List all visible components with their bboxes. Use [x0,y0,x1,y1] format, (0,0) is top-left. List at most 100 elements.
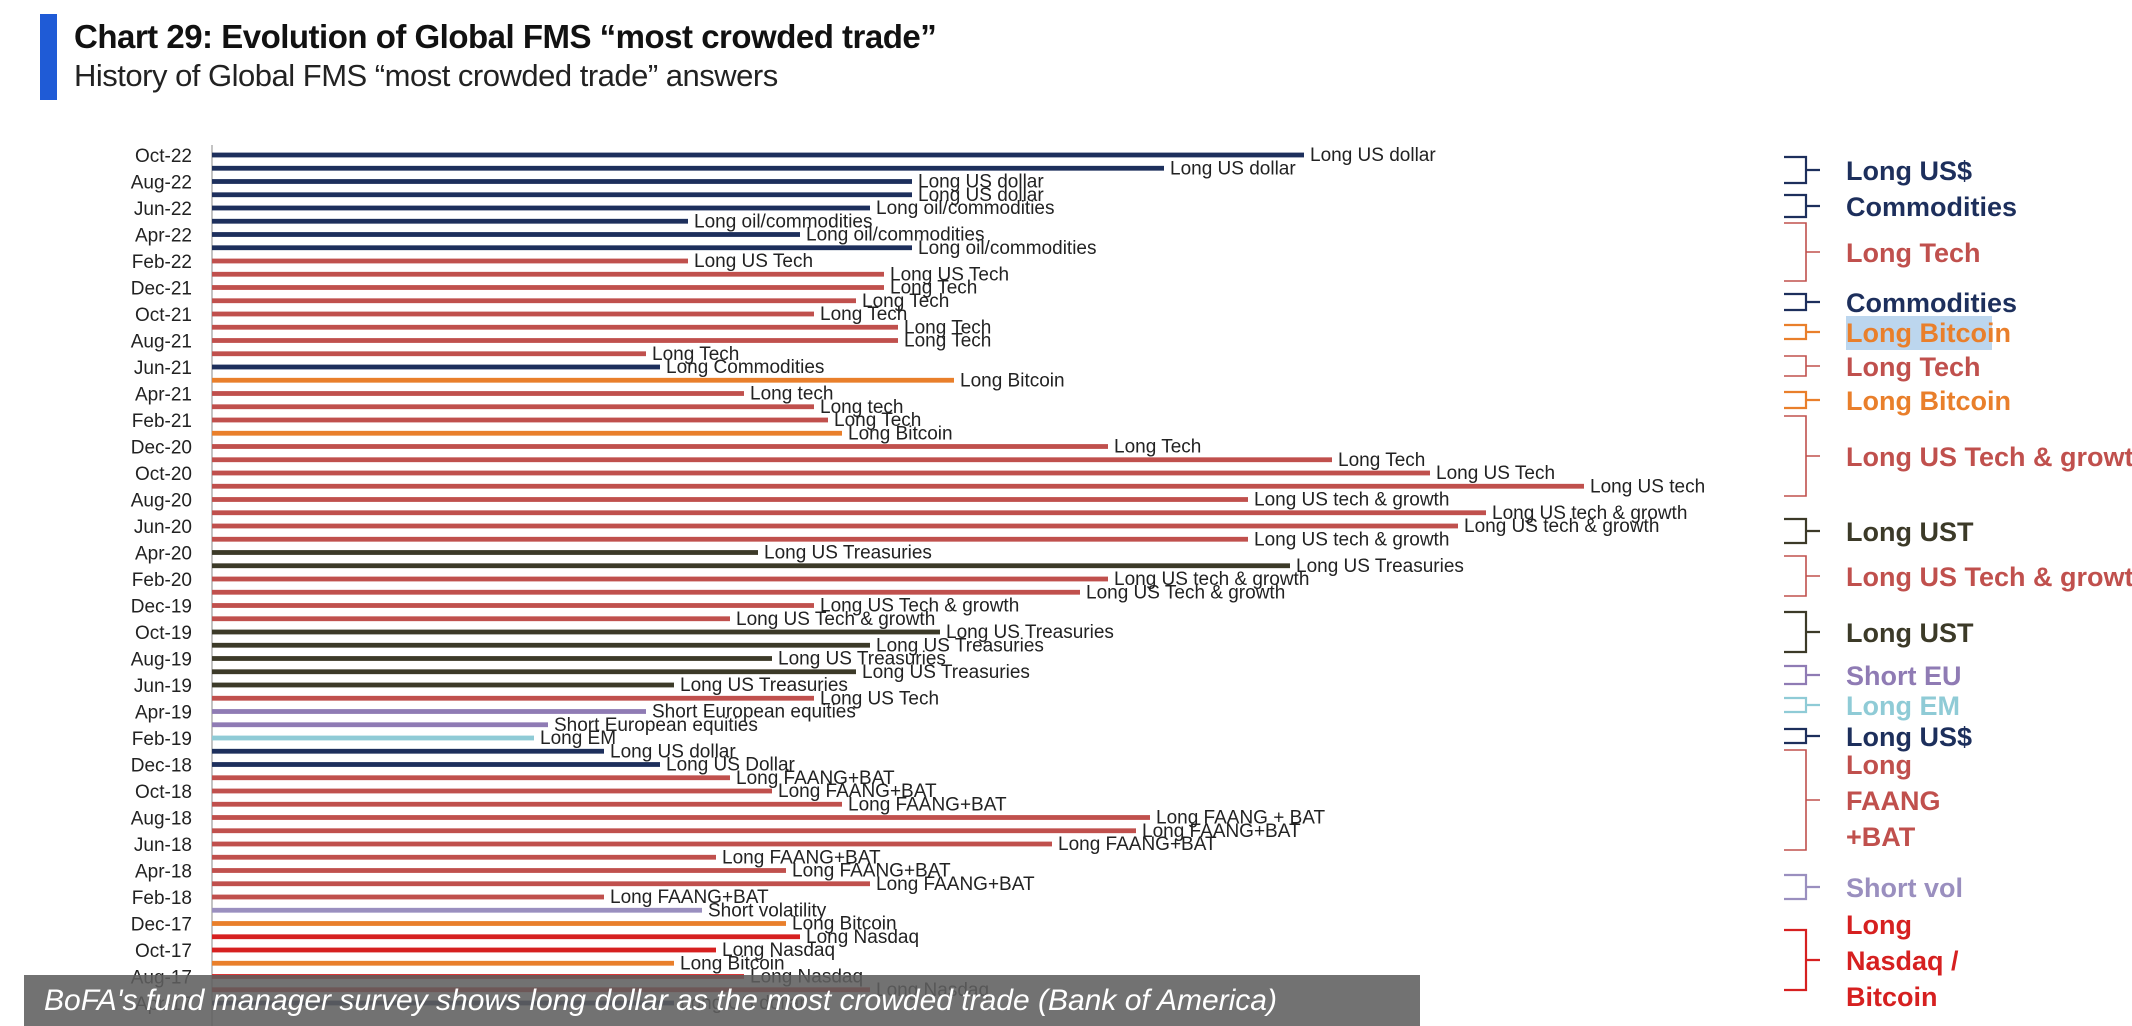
bar-label: Long US Treasuries [1296,556,1464,577]
bracket [1784,664,1820,686]
bracket [1784,155,1820,185]
bar-label: Long Tech [1114,437,1201,458]
bar [212,430,842,436]
bar [212,682,674,688]
bar-label: Long Bitcoin [960,370,1065,391]
bracket-label: Long UST [1846,517,1974,547]
bar [212,563,1290,569]
bar [212,497,1248,502]
bracket-label: Long US$ [1846,156,1972,186]
y-tick-label: Dec-20 [131,438,192,459]
bar [212,324,898,330]
bracket-label: Commodities [1846,288,2017,318]
bar [212,907,702,913]
bar [212,152,1304,158]
bar-label: Long US tech & growth [1254,529,1449,550]
bar-label: Short European equities [554,715,758,736]
bar-label: Short volatility [708,900,827,921]
bar [212,589,1080,595]
bracket-label: Long UST [1846,618,1974,648]
y-tick-label: Jun-18 [134,835,192,856]
bracket [1784,390,1820,410]
bar [212,205,870,211]
bar [212,629,940,635]
bar-label: Long Tech [834,410,921,431]
bracket-label: Long Bitcoin [1846,318,2011,348]
bracket-label: Short vol [1846,873,1963,903]
bar [212,695,814,701]
bracket [1784,749,1820,851]
bar [212,457,1332,463]
bar [212,709,646,714]
bar [212,656,772,661]
y-tick-label: Feb-18 [132,888,192,909]
y-tick-label: Aug-22 [131,173,192,194]
bar-label: Long US dollar [918,172,1044,193]
image-caption: BoFA's fund manager survey shows long do… [24,975,1420,1026]
bracket-label: Long [1846,910,1912,940]
bar-label: Long Bitcoin [792,914,897,935]
bar-label: Long US Tech & growth [1086,582,1285,603]
bar-label: Long oil/commodities [806,225,984,246]
bar [212,762,660,767]
bar [212,921,786,926]
bar [212,298,856,304]
bar-label: Long oil/commodities [694,211,872,232]
bar-label: Long Nasdaq [806,927,919,948]
bar [212,775,730,781]
bracket-label: Bitcoin [1846,982,1938,1012]
y-tick-label: Dec-21 [131,279,192,300]
bar-label: Long US dollar [1170,158,1296,179]
bar-label: Long US Treasuries [680,675,848,696]
bar-label: Long US dollar [1310,145,1436,166]
bar [212,735,534,741]
bar-label: Long Tech [862,291,949,312]
y-tick-label: Aug-21 [131,332,192,353]
bar-label: Long US tech & growth [1464,516,1659,537]
bar-label: Long Tech [652,344,739,365]
bar [212,748,604,754]
bar [212,536,1248,542]
caption-text: BoFA's fund manager survey shows long do… [44,984,1277,1017]
bar [212,285,884,290]
y-tick-label: Apr-18 [135,862,192,883]
bracket [1784,193,1820,219]
y-tick-label: Dec-19 [131,597,192,618]
bracket-label: Long EM [1846,691,1960,721]
y-tick-label: Jun-21 [134,358,192,379]
bar-label: Long FAANG + BAT [1156,808,1326,829]
bar [212,417,828,423]
bar [212,218,688,224]
bar-label: Long Tech [820,304,907,325]
bar [212,192,912,198]
bar [212,642,870,648]
bar-label: Long US Tech [694,251,813,272]
bracket-label: Nasdaq / [1846,946,1959,976]
bar-label: Long US Dollar [666,755,796,776]
bar-label: Long US Tech [1436,463,1555,484]
y-tick-label: Apr-21 [135,385,192,406]
bar [212,258,688,264]
bar-label: Long US tech & growth [1114,569,1309,590]
bracket [1784,517,1820,545]
bar-label: Long US Tech [820,688,939,709]
y-tick-label: Feb-20 [132,570,192,591]
y-tick-label: Oct-18 [135,782,192,803]
bar [212,960,674,966]
bar-label: Long Tech [904,331,991,352]
bar [212,483,1584,489]
bar [212,828,1136,834]
y-tick-label: Feb-21 [132,411,192,432]
bar-label: Long FAANG+BAT [610,887,769,908]
label-highlight [1846,316,1992,350]
chart-title: Chart 29: Evolution of Global FMS “most … [74,18,937,55]
bracket [1784,555,1820,597]
y-tick-label: Oct-19 [135,623,192,644]
bar [212,854,716,860]
bracket [1784,928,1820,992]
bar [212,550,758,555]
bracket [1784,323,1820,341]
bar-label: Long US Tech & growth [736,609,935,630]
bar-label: Long US Treasuries [946,622,1114,643]
bar [212,841,1052,847]
